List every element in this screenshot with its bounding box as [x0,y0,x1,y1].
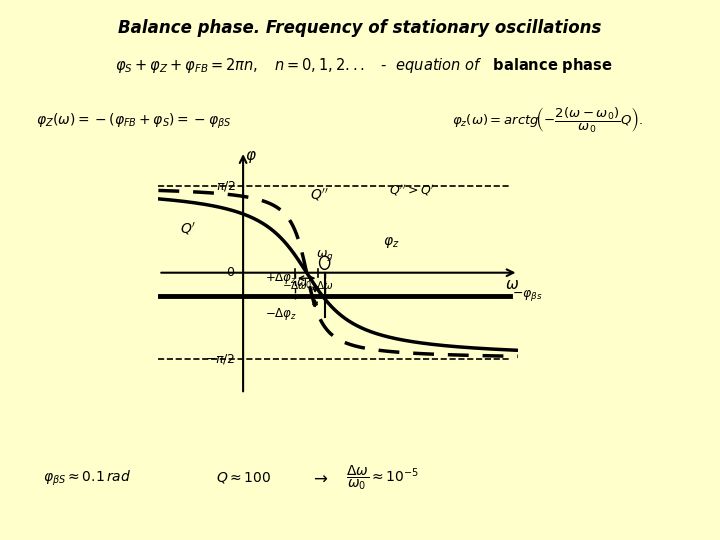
Text: $\varphi_Z(\omega)= -(\varphi_{FB} +\varphi_S )= - \varphi_{\beta S}$: $\varphi_Z(\omega)= -(\varphi_{FB} +\var… [36,112,231,131]
Text: $Q'$: $Q'$ [180,220,197,237]
Text: $Q \approx 100$: $Q \approx 100$ [216,470,271,485]
Text: $\varphi_S + \varphi_Z + \varphi_{FB} = 2\pi n,$   $n=0, 1, 2...$   -  equation : $\varphi_S + \varphi_Z + \varphi_{FB} = … [115,56,612,75]
Text: $\varphi_z(\omega)= arctg\!\left(-\dfrac{2(\omega-\omega_0)}{\omega_0}Q\right).$: $\varphi_z(\omega)= arctg\!\left(-\dfrac… [451,105,643,135]
Text: $0$: $0$ [226,266,235,279]
Text: $\varphi_z$: $\varphi_z$ [383,235,400,250]
Text: $-\pi/2$: $-\pi/2$ [205,353,235,367]
Text: $-\Delta\omega$: $-\Delta\omega$ [282,279,308,291]
Text: $\omega_0$: $\omega_0$ [297,278,312,292]
Text: $-\varphi_{\beta s}$: $-\varphi_{\beta s}$ [512,288,543,303]
Text: Balance phase. Frequency of stationary oscillations: Balance phase. Frequency of stationary o… [118,19,602,37]
Text: $\omega_g$: $\omega_g$ [316,247,333,262]
Text: $\varphi_{\beta S} \approx 0.1\,rad$: $\varphi_{\beta S} \approx 0.1\,rad$ [43,468,132,488]
Text: $\pi/2$: $\pi/2$ [215,179,235,193]
Text: $\Delta\omega$: $\Delta\omega$ [316,279,333,291]
Text: $\dfrac{\Delta\omega}{\omega_0} \approx 10^{-5}$: $\dfrac{\Delta\omega}{\omega_0} \approx … [346,463,419,492]
Text: $-\Delta\varphi_z$: $-\Delta\varphi_z$ [265,306,297,322]
Text: $+\Delta\varphi_z$: $+\Delta\varphi_z$ [265,269,297,286]
Text: $\varphi$: $\varphi$ [245,148,256,165]
Text: $\omega$: $\omega$ [505,278,519,292]
Text: $\rightarrow$: $\rightarrow$ [310,469,328,487]
Text: $Q''$: $Q''$ [310,187,329,204]
Text: $Q'' > Q'$: $Q'' > Q'$ [390,182,436,198]
